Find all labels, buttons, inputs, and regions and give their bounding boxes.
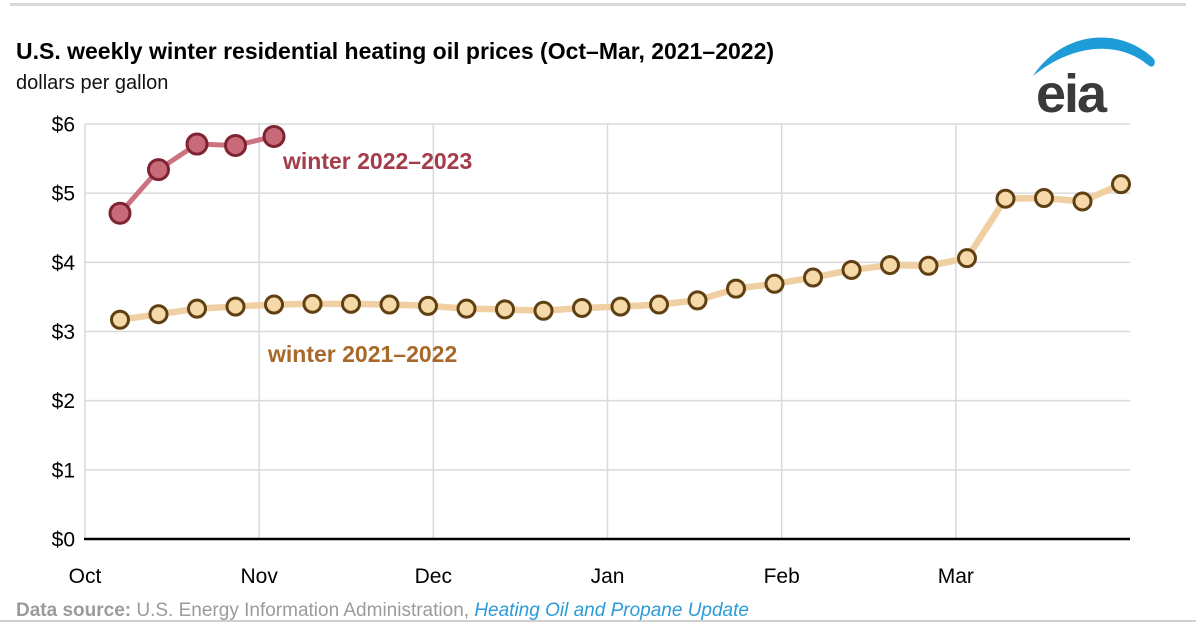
x-tick-label: Oct: [69, 565, 102, 588]
y-tick-label: $4: [52, 252, 76, 275]
data-point: [610, 296, 631, 317]
data-point: [1111, 174, 1131, 195]
x-tick-label: Feb: [764, 565, 800, 588]
x-tick-label: Mar: [938, 565, 974, 588]
data-point: [803, 267, 823, 288]
data-point: [957, 248, 977, 269]
data-point: [533, 300, 554, 321]
y-tick-label: $2: [52, 390, 75, 413]
data-point: [108, 201, 132, 225]
data-source-label: Data source:: [16, 600, 132, 621]
data-point: [995, 188, 1016, 209]
y-tick-label: $3: [52, 321, 75, 344]
data-point: [880, 255, 900, 276]
data-source-text: U.S. Energy Information Administration,: [131, 600, 475, 621]
series-label: winter 2021–2022: [267, 341, 457, 367]
x-tick-label: Nov: [240, 565, 278, 588]
y-tick-label: $6: [52, 114, 75, 137]
data-point: [264, 294, 284, 315]
data-point: [418, 295, 438, 316]
footer: Data source: U.S. Energy Information Adm…: [16, 601, 749, 620]
eia-logo: eia: [1030, 28, 1170, 124]
chart-subtitle: dollars per gallon: [16, 72, 169, 94]
data-point: [110, 309, 130, 330]
data-point: [841, 259, 862, 280]
data-point: [572, 297, 592, 318]
data-point: [302, 293, 323, 314]
data-point: [918, 255, 939, 276]
x-tick-label: Jan: [591, 565, 625, 588]
data-point: [148, 304, 169, 325]
data-point: [456, 298, 477, 319]
data-point: [262, 124, 286, 148]
y-tick-label: $0: [52, 529, 75, 552]
eia-swoosh-icon: [1033, 37, 1155, 76]
data-point: [341, 293, 361, 314]
data-point: [185, 132, 209, 156]
series-label: winter 2022–2023: [282, 148, 472, 174]
data-point: [495, 299, 515, 320]
data-source-link[interactable]: Heating Oil and Propane Update: [474, 600, 749, 621]
data-point: [1034, 188, 1054, 209]
eia-logo-graphic: eia: [1033, 37, 1155, 124]
data-point: [224, 133, 247, 157]
data-point: [764, 273, 785, 294]
y-tick-label: $1: [52, 459, 75, 482]
data-point: [187, 298, 207, 319]
x-tick-label: Dec: [415, 565, 452, 588]
eia-logo-text: eia: [1036, 64, 1108, 123]
bottom-divider: [0, 620, 1196, 622]
data-point: [649, 294, 669, 315]
data-point: [379, 294, 400, 315]
top-divider: [10, 3, 1186, 6]
y-tick-label: $5: [52, 183, 75, 206]
data-point: [225, 296, 246, 317]
data-point: [687, 290, 708, 311]
data-point: [726, 278, 746, 299]
data-point: [1072, 191, 1093, 212]
chart-title: U.S. weekly winter residential heating o…: [16, 38, 775, 64]
data-point: [147, 158, 170, 182]
